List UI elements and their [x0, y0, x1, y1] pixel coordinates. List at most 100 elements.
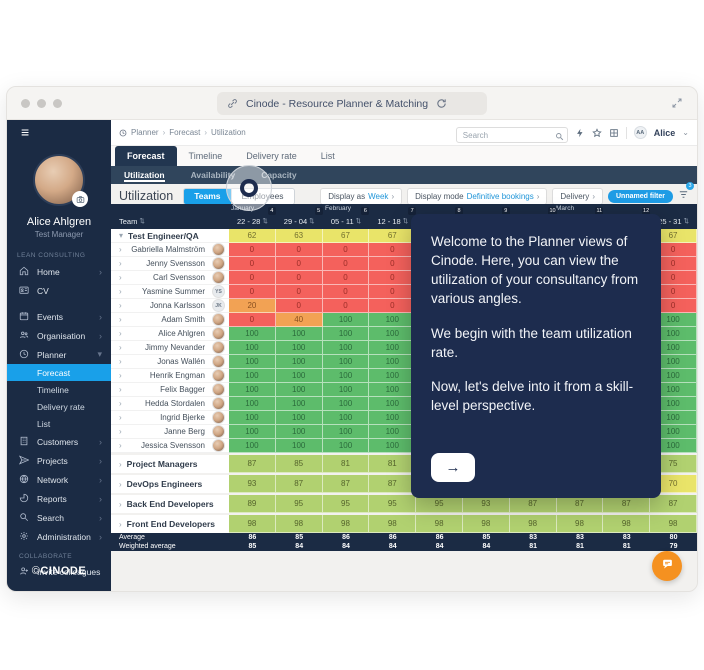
star-icon[interactable] — [592, 127, 602, 138]
row-name-cell[interactable]: › Henrik Engman — [111, 369, 229, 383]
utilization-cell[interactable]: 100 — [229, 369, 276, 383]
utilization-cell[interactable]: 100 — [275, 439, 323, 453]
chevron-right-icon[interactable]: › — [119, 245, 122, 254]
week-column-header[interactable]: 12 — [603, 207, 651, 229]
week-column-header[interactable]: 12 - 18 ⇅ 7 — [369, 207, 417, 229]
chevron-right-icon[interactable]: › — [119, 479, 122, 489]
utilization-cell[interactable]: 100 — [322, 397, 370, 411]
sidebar-item-planner[interactable]: Planner ▾ — [7, 345, 111, 364]
utilization-cell[interactable]: 100 — [650, 313, 697, 327]
row-name-cell[interactable]: › Yasmine Summer YS — [111, 285, 229, 299]
hamburger-menu-icon[interactable]: ≡ — [21, 124, 30, 140]
utilization-cell[interactable]: 100 — [369, 355, 417, 369]
chevron-right-icon[interactable]: › — [119, 519, 122, 529]
subtab-capacity[interactable]: Capacity — [261, 170, 297, 180]
week-column-header[interactable]: 05 - 11 ⇅ 6 — [323, 207, 370, 229]
utilization-cell[interactable]: 0 — [650, 299, 697, 313]
utilization-cell[interactable]: 100 — [275, 411, 323, 425]
utilization-cell[interactable]: 100 — [229, 425, 276, 439]
utilization-cell[interactable]: 100 — [229, 439, 276, 453]
row-name-cell[interactable]: › Felix Bagger — [111, 383, 229, 397]
display-mode-button[interactable]: Display mode Definitive bookings › — [407, 187, 548, 205]
utilization-cell[interactable]: 100 — [275, 327, 323, 341]
reload-icon[interactable] — [436, 98, 447, 109]
row-name-cell[interactable]: › Jonna Karlsson JK — [111, 299, 229, 313]
utilization-cell[interactable]: 0 — [229, 313, 276, 327]
utilization-cell[interactable]: 100 — [322, 341, 370, 355]
utilization-cell[interactable]: 98 — [322, 515, 370, 533]
week-column-header[interactable]: 25 - 31 ⇅ — [658, 216, 689, 226]
utilization-cell[interactable]: 100 — [275, 397, 323, 411]
row-name-cell[interactable]: ▾ Test Engineer/QA — [111, 229, 229, 243]
utilization-cell[interactable]: 100 — [369, 397, 417, 411]
sidebar-item-events[interactable]: Events › — [7, 307, 111, 326]
utilization-cell[interactable]: 95 — [322, 495, 370, 513]
utilization-cell[interactable]: 98 — [650, 515, 697, 533]
utilization-cell[interactable]: 70 — [650, 475, 697, 493]
sidebar-item-list[interactable]: List — [37, 418, 51, 429]
employees-button[interactable]: Employees — [231, 188, 294, 204]
utilization-cell[interactable]: 100 — [369, 313, 417, 327]
week-column-header[interactable]: 22 - 28 ⇅ 4 — [229, 207, 276, 229]
group-name-cell[interactable]: › Back End Developers — [111, 495, 229, 513]
chevron-down-icon[interactable]: ▾ — [119, 231, 124, 240]
close-button[interactable] — [21, 99, 30, 108]
utilization-cell[interactable]: 87 — [369, 475, 417, 493]
sidebar-item-timeline[interactable]: Timeline — [37, 384, 69, 395]
utilization-cell[interactable]: 100 — [229, 327, 276, 341]
utilization-cell[interactable]: 85 — [275, 455, 323, 473]
url-bar[interactable]: Cinode - Resource Planner & Matching — [217, 92, 487, 115]
breadcrumb-forecast[interactable]: Forecast — [169, 128, 201, 137]
tab-delivery-rate[interactable]: Delivery rate — [246, 151, 297, 161]
utilization-cell[interactable]: 98 — [275, 515, 323, 533]
utilization-cell[interactable]: 0 — [322, 243, 370, 257]
utilization-cell[interactable]: 0 — [650, 271, 697, 285]
week-column-header[interactable]: 10 — [510, 207, 557, 229]
utilization-cell[interactable]: 100 — [322, 313, 370, 327]
utilization-cell[interactable]: 87 — [509, 495, 557, 513]
utilization-cell[interactable]: 100 — [275, 383, 323, 397]
utilization-cell[interactable]: 81 — [369, 455, 417, 473]
chevron-right-icon[interactable]: › — [119, 287, 122, 296]
tab-timeline[interactable]: Timeline — [188, 151, 223, 161]
utilization-cell[interactable]: 100 — [275, 425, 323, 439]
utilization-cell[interactable]: 0 — [229, 257, 276, 271]
utilization-cell[interactable]: 0 — [275, 285, 323, 299]
utilization-cell[interactable]: 87 — [275, 475, 323, 493]
utilization-cell[interactable]: 0 — [229, 271, 276, 285]
teams-button[interactable]: Teams — [184, 188, 232, 204]
chevron-right-icon[interactable]: › — [119, 357, 122, 366]
chevron-down-icon[interactable]: ⌄ — [682, 128, 689, 137]
chevron-right-icon[interactable]: › — [119, 413, 122, 422]
row-name-cell[interactable]: › Alice Ahlgren — [111, 327, 229, 341]
utilization-cell[interactable]: 100 — [322, 383, 370, 397]
utilization-cell[interactable]: 67 — [369, 229, 417, 243]
minimize-button[interactable] — [37, 99, 46, 108]
row-name-cell[interactable]: › Adam Smith — [111, 313, 229, 327]
chevron-right-icon[interactable]: › — [119, 427, 122, 436]
week-column-header[interactable]: 8 — [416, 207, 463, 229]
chevron-right-icon[interactable]: › — [119, 329, 122, 338]
week-column-header[interactable]: 11 — [557, 207, 604, 229]
utilization-cell[interactable]: 87 — [650, 495, 697, 513]
utilization-cell[interactable]: 0 — [322, 299, 370, 313]
utilization-cell[interactable]: 98 — [462, 515, 510, 533]
utilization-cell[interactable]: 0 — [322, 271, 370, 285]
row-name-cell[interactable]: › Jimmy Nevander — [111, 341, 229, 355]
utilization-cell[interactable]: 95 — [369, 495, 417, 513]
utilization-cell[interactable]: 98 — [229, 515, 276, 533]
chevron-right-icon[interactable]: › — [119, 315, 122, 324]
utilization-cell[interactable]: 100 — [650, 369, 697, 383]
utilization-cell[interactable]: 98 — [509, 515, 557, 533]
row-name-cell[interactable]: › Gabriella Malmström — [111, 243, 229, 257]
chevron-right-icon[interactable]: › — [119, 273, 122, 282]
tab-forecast[interactable]: Forecast — [115, 146, 177, 166]
utilization-cell[interactable]: 20 — [229, 299, 276, 313]
sidebar-item-search[interactable]: Search › — [7, 508, 111, 527]
chat-launcher-button[interactable] — [652, 551, 682, 581]
utilization-cell[interactable]: 87 — [556, 495, 604, 513]
chevron-right-icon[interactable]: › — [119, 441, 122, 450]
chevron-right-icon[interactable]: › — [119, 301, 122, 310]
utilization-cell[interactable]: 100 — [229, 341, 276, 355]
utilization-cell[interactable]: 100 — [322, 439, 370, 453]
